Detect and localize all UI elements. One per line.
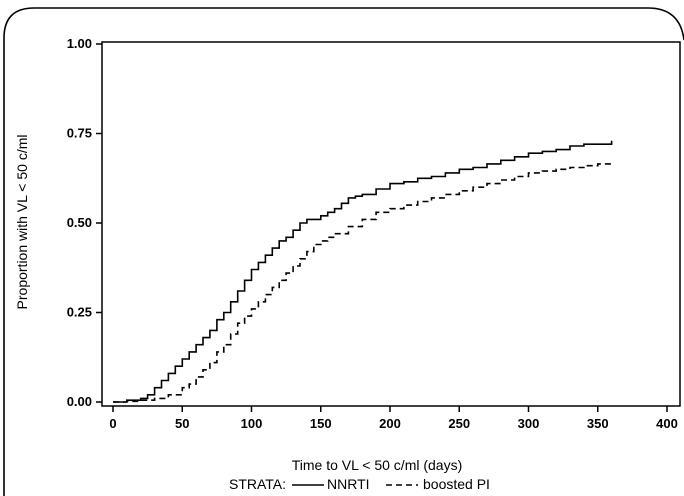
x-tick-label-1: 50 (175, 416, 189, 431)
legend-label-boosted-pi: boosted PI (423, 476, 490, 492)
x-tick-label-6: 300 (518, 416, 540, 431)
panel-border (3, 7, 684, 496)
y-tick-label-3: 0.75 (67, 126, 92, 141)
x-axis: 0 50 100 150 200 250 300 350 400 (109, 406, 678, 431)
y-axis: 0.00 0.25 0.50 0.75 1.00 (67, 36, 102, 409)
y-tick-label-1: 0.25 (67, 305, 92, 320)
series-line-nnrti (113, 140, 613, 403)
x-tick-label-0: 0 (109, 416, 116, 431)
plot-frame (101, 41, 681, 407)
y-tick-label-4: 1.00 (67, 36, 92, 51)
x-tick-label-7: 350 (587, 416, 609, 431)
x-tick-label-5: 250 (448, 416, 470, 431)
legend: STRATA: NNRTI boosted PI (229, 476, 490, 492)
y-axis-title: Proportion with VL < 50 c/ml (14, 135, 30, 310)
legend-prefix: STRATA: (229, 476, 286, 492)
y-tick-label-2: 0.50 (67, 215, 92, 230)
x-tick-label-8: 400 (656, 416, 678, 431)
x-tick-label-3: 150 (310, 416, 332, 431)
series-line-boosted-pi (113, 162, 613, 403)
x-tick-label-4: 200 (379, 416, 401, 431)
x-tick-label-2: 100 (241, 416, 263, 431)
x-axis-title: Time to VL < 50 c/ml (days) (292, 457, 463, 473)
y-tick-label-0: 0.00 (67, 394, 92, 409)
series-layer (113, 140, 613, 403)
legend-label-nnrti: NNRTI (327, 476, 370, 492)
